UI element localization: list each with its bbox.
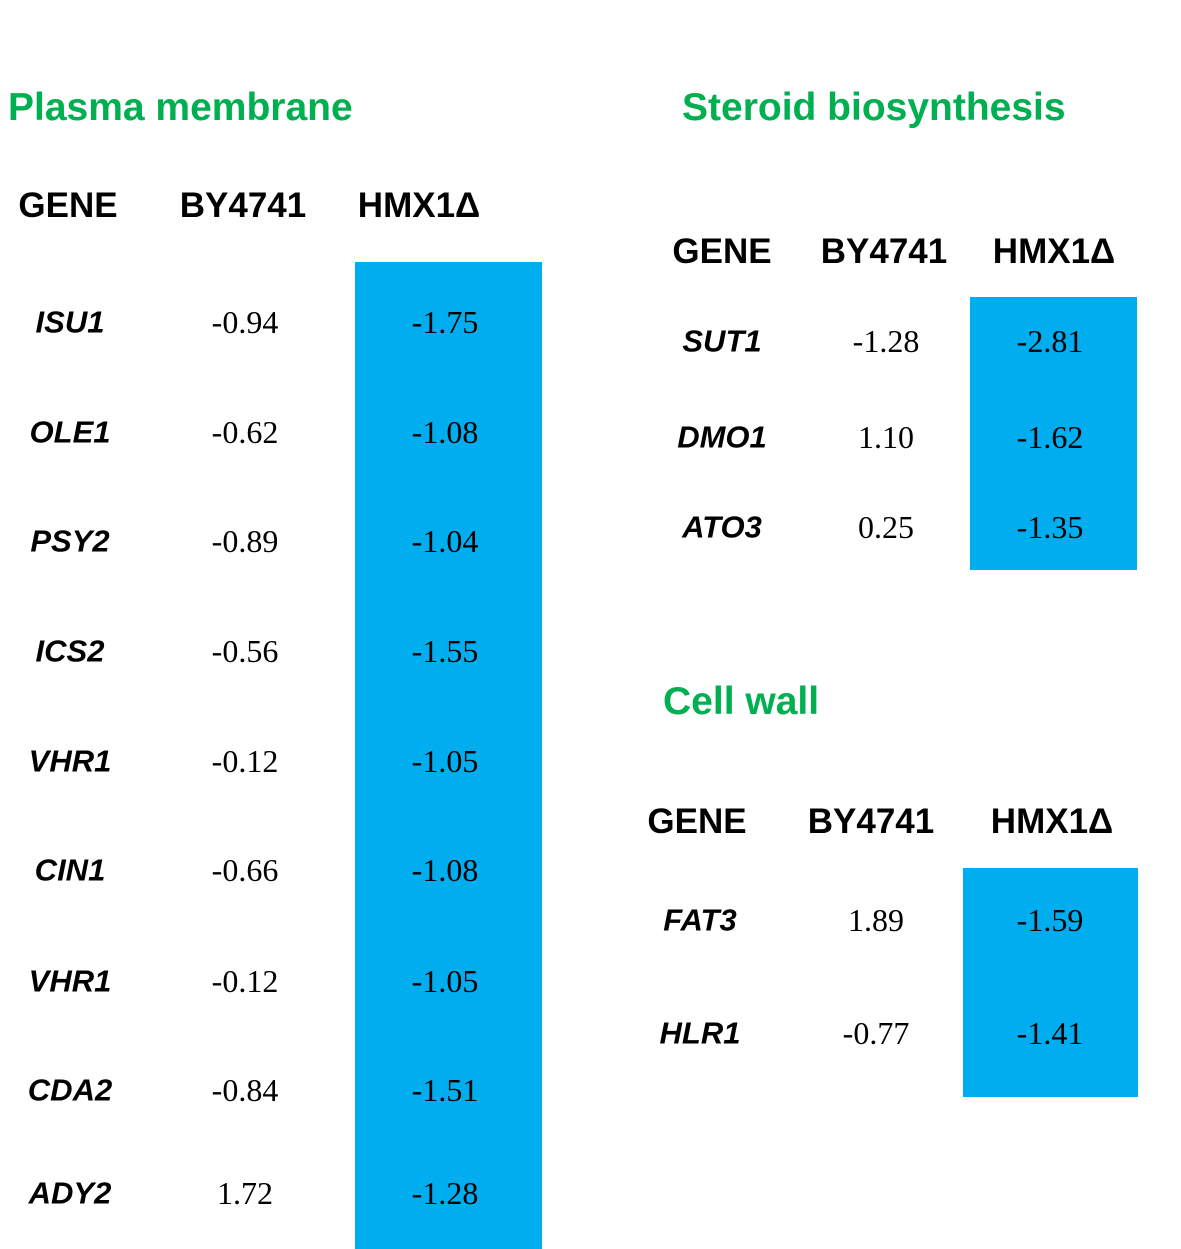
hmx1d-value: -1.75 bbox=[411, 304, 479, 340]
by4741-value: -0.66 bbox=[211, 852, 279, 888]
column-header-gene: GENE bbox=[672, 232, 772, 271]
hmx1d-value: -1.08 bbox=[411, 852, 479, 888]
section-title-steroid-biosynthesis: Steroid biosynthesis bbox=[682, 86, 1066, 129]
by4741-value: 1.72 bbox=[217, 1175, 273, 1211]
gene-name: CIN1 bbox=[34, 852, 106, 888]
column-header-gene: GENE bbox=[18, 186, 118, 225]
hmx1d-value: -1.62 bbox=[1016, 419, 1084, 455]
by4741-value: -0.12 bbox=[211, 963, 279, 999]
section-title-plasma-membrane: Plasma membrane bbox=[8, 86, 353, 129]
hmx1d-value: -1.55 bbox=[411, 633, 479, 669]
column-header-hmx1d: HMX1Δ bbox=[992, 232, 1116, 271]
hmx1d-value: -1.51 bbox=[411, 1072, 479, 1108]
hmx1d-value: -1.05 bbox=[411, 743, 479, 779]
gene-name: FAT3 bbox=[663, 902, 737, 938]
by4741-value: -0.89 bbox=[211, 523, 279, 559]
column-header-by4741: BY4741 bbox=[179, 186, 307, 225]
gene-name: ADY2 bbox=[28, 1175, 112, 1211]
gene-name: SUT1 bbox=[682, 323, 762, 359]
by4741-value: -0.84 bbox=[211, 1072, 279, 1108]
by4741-value: -0.12 bbox=[211, 743, 279, 779]
by4741-value: 1.89 bbox=[848, 902, 904, 938]
hmx1d-value: -1.08 bbox=[411, 414, 479, 450]
hmx1d-value: -1.05 bbox=[411, 963, 479, 999]
by4741-value: -0.56 bbox=[211, 633, 279, 669]
column-header-hmx1d: HMX1Δ bbox=[357, 186, 481, 225]
by4741-value: -1.28 bbox=[852, 323, 920, 359]
hmx1d-value: -1.59 bbox=[1016, 902, 1084, 938]
highlight-column-steroid-biosynthesis bbox=[970, 297, 1137, 570]
hmx1d-value: -2.81 bbox=[1016, 323, 1084, 359]
gene-name: DMO1 bbox=[677, 419, 767, 455]
gene-name: OLE1 bbox=[29, 414, 111, 450]
by4741-value: -0.77 bbox=[842, 1015, 910, 1051]
by4741-value: -0.62 bbox=[211, 414, 279, 450]
gene-name: ICS2 bbox=[35, 633, 105, 669]
hmx1d-value: -1.35 bbox=[1016, 509, 1084, 545]
column-header-gene: GENE bbox=[647, 802, 747, 841]
by4741-value: 1.10 bbox=[858, 419, 914, 455]
highlight-column-cell-wall bbox=[963, 868, 1138, 1097]
gene-name: ISU1 bbox=[35, 304, 105, 340]
column-header-by4741: BY4741 bbox=[820, 232, 948, 271]
gene-name: ATO3 bbox=[682, 509, 762, 545]
hmx1d-value: -1.04 bbox=[411, 523, 479, 559]
hmx1d-value: -1.28 bbox=[411, 1175, 479, 1211]
by4741-value: -0.94 bbox=[211, 304, 279, 340]
gene-name: VHR1 bbox=[28, 963, 112, 999]
gene-name: CDA2 bbox=[27, 1072, 113, 1108]
by4741-value: 0.25 bbox=[858, 509, 914, 545]
column-header-by4741: BY4741 bbox=[807, 802, 935, 841]
section-title-cell-wall: Cell wall bbox=[663, 680, 820, 723]
gene-name: PSY2 bbox=[30, 523, 110, 559]
hmx1d-value: -1.41 bbox=[1016, 1015, 1084, 1051]
gene-name: HLR1 bbox=[659, 1015, 741, 1051]
column-header-hmx1d: HMX1Δ bbox=[990, 802, 1114, 841]
highlight-column-plasma-membrane bbox=[355, 262, 542, 1249]
gene-name: VHR1 bbox=[28, 743, 112, 779]
